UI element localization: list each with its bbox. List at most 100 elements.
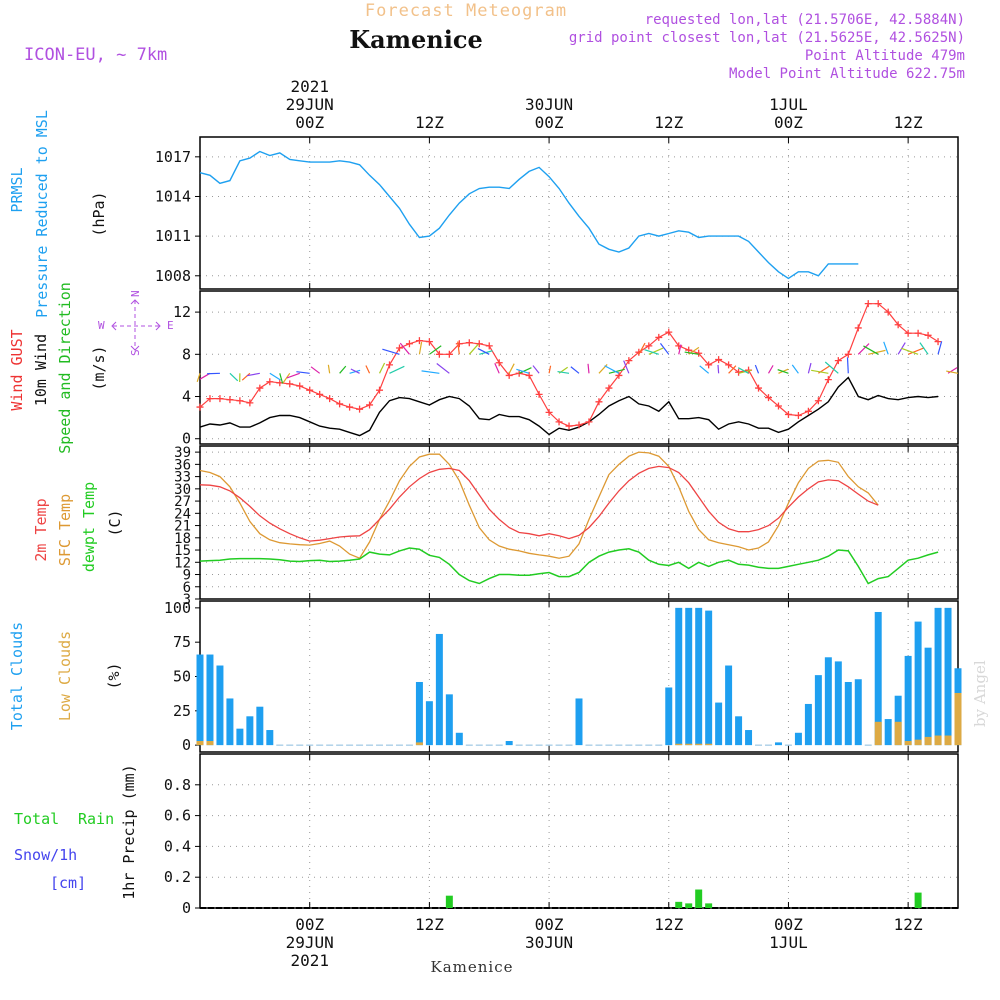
wind-gust-marker [565, 422, 573, 430]
wind-gust-marker [844, 350, 852, 358]
wind-direction-arrow [767, 365, 774, 374]
wind-direction-arrow [296, 371, 310, 374]
total-clouds-bar [216, 665, 224, 746]
y-tick-label: 75 [173, 633, 191, 651]
wind-direction-arrow [399, 342, 410, 355]
dewpt-line [199, 547, 939, 585]
time-label-bottom: 00Z [774, 915, 803, 934]
wind-gust-marker [376, 386, 384, 394]
low-clouds-bar [675, 743, 683, 746]
wind-gust-marker [405, 340, 413, 348]
wind-direction-arrow [269, 372, 281, 381]
total-clouds-bar [455, 732, 463, 746]
panel-frame [199, 445, 959, 600]
time-label-bottom: 00Z [295, 915, 324, 934]
total-clouds-bar [934, 607, 942, 746]
low-clouds-bar [914, 739, 922, 746]
y-tick-label: 0.8 [164, 776, 191, 794]
wind-speed-label: 10m Wind [32, 334, 50, 406]
wind-direction-arrow [457, 341, 460, 355]
wind-gust-marker [595, 398, 603, 406]
wind-gust-marker [705, 361, 713, 369]
wind-gust-marker [395, 344, 403, 352]
time-label-top: 00Z [295, 113, 324, 132]
wind-direction-arrow [246, 372, 260, 377]
wind-direction-arrow [350, 368, 360, 374]
wind-unit: (m/s) [90, 345, 108, 390]
wind-direction-arrow [548, 365, 552, 374]
wind-gust-label: Wind GUST [8, 329, 26, 410]
wind-gust-marker [695, 349, 703, 357]
wind-gust-marker [246, 399, 254, 407]
rain-bar [445, 895, 453, 908]
snow-label: Snow/1h [14, 846, 77, 864]
y-tick-label: 1008 [155, 267, 191, 285]
y-tick-label: 100 [164, 599, 191, 617]
wind-gust-marker [834, 357, 842, 365]
total-clouds-bar [924, 647, 932, 746]
panel-frame [199, 753, 959, 909]
wind-gust-marker [435, 350, 443, 358]
requested-coords: requested lon,lat (21.5706E, 42.5884N) [645, 12, 965, 28]
wind-gust-marker [914, 329, 922, 337]
wind-gust-marker [475, 340, 483, 348]
time-label-top: 12Z [415, 113, 444, 132]
total-clouds-bar [246, 716, 254, 746]
wind-direction-arrow [737, 367, 749, 374]
total-clouds-bar [804, 703, 812, 746]
total-clouds-bar [206, 654, 214, 746]
wind-gust-marker [495, 359, 503, 367]
wind-direction-arrow [516, 368, 530, 374]
wind-gust-marker [655, 333, 663, 341]
wind-gust-marker [445, 350, 453, 358]
wind-direction-arrow [907, 347, 925, 355]
y-tick-label: 9 [183, 568, 191, 584]
wind-direction-arrow [327, 364, 331, 374]
y-tick-label: 30 [174, 482, 191, 498]
y-tick-label: 39 [174, 445, 191, 461]
compass-icon: W E N S [98, 290, 174, 356]
wind-direction-arrow [587, 363, 590, 374]
total-clouds-bar [794, 732, 802, 746]
low-clouds-bar [695, 743, 703, 746]
wind-gust-marker [575, 421, 583, 429]
time-label-top: 00Z [535, 113, 564, 132]
wind-direction-arrow [382, 348, 400, 355]
panel-frame [199, 136, 959, 290]
total-clouds-bar [745, 730, 753, 746]
total-clouds-bar [715, 702, 723, 746]
temp-label: 2m Temp [32, 498, 50, 561]
wind-gust-marker [485, 342, 493, 350]
time-label-top: 2021 [290, 77, 329, 96]
wind-direction-arrow [638, 342, 646, 355]
low-clouds-bar [894, 721, 902, 746]
time-label-bottom: 12Z [415, 915, 444, 934]
wind-direction-arrow [846, 357, 849, 374]
wind-direction-arrow [901, 347, 919, 355]
wind-direction-arrow [286, 372, 300, 379]
wind-gust-marker [854, 324, 862, 332]
wind-direction-arrow [608, 368, 625, 374]
total-clouds-bar [854, 679, 862, 746]
wind-direction-arrow [557, 370, 570, 374]
y-tick-label: 3 [183, 592, 191, 608]
wind-gust-marker [326, 395, 334, 403]
panel-frame [199, 290, 959, 445]
time-label-top: 30JUN [525, 95, 573, 114]
dewpt-label: dewpt Temp [80, 482, 98, 572]
total-clouds-bar [894, 695, 902, 746]
wind-gust-marker [884, 308, 892, 316]
low-clouds-bar [934, 735, 942, 746]
low-clouds-bar [206, 741, 214, 746]
wind-direction-arrow [389, 365, 405, 374]
wind-direction-arrow [623, 360, 630, 374]
wind-gust-marker [206, 395, 214, 403]
y-tick-label: 0.6 [164, 807, 191, 825]
time-label-top: 29JUN [286, 95, 334, 114]
wind-direction-arrow [241, 372, 251, 381]
wind-gust-marker [425, 338, 433, 346]
low-clouds-bar [685, 743, 693, 746]
rain-bar [695, 889, 703, 908]
wind-direction-arrow [365, 365, 371, 374]
y-tick-label: 24 [174, 506, 191, 522]
